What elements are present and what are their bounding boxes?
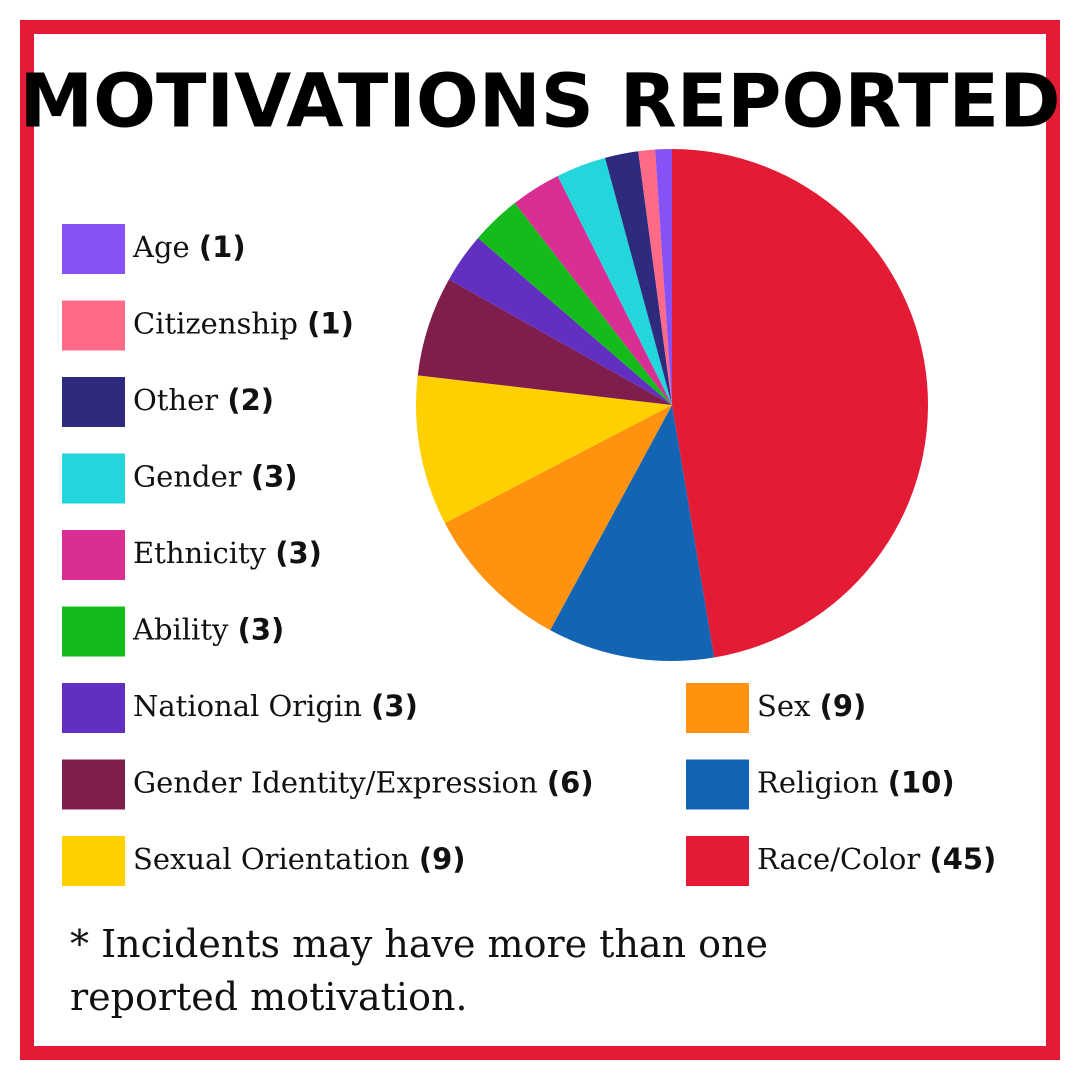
pie-slice bbox=[444, 405, 672, 631]
legend-value: (3) bbox=[275, 536, 322, 570]
legend-swatch bbox=[62, 224, 125, 274]
legend-swatch bbox=[62, 300, 125, 351]
pie-slice bbox=[417, 279, 672, 405]
pie-slice bbox=[415, 375, 672, 524]
legend-label: Gender (3) bbox=[133, 460, 298, 494]
pie-slice bbox=[478, 202, 672, 405]
legend-name: Age bbox=[132, 230, 190, 264]
legend-label: Sex (9) bbox=[757, 689, 866, 723]
pie-slice bbox=[672, 149, 928, 658]
legend-name: Sex bbox=[757, 689, 810, 723]
footnote: * Incidents may have more than one repor… bbox=[70, 922, 768, 1019]
legend-swatch bbox=[62, 530, 125, 580]
legend-name: Gender bbox=[133, 460, 242, 494]
legend-label: Citizenship (1) bbox=[133, 307, 354, 341]
legend-value: (3) bbox=[251, 460, 298, 494]
legend-name: Other bbox=[133, 383, 218, 417]
pie-slice bbox=[605, 151, 672, 405]
legend-swatch bbox=[62, 377, 125, 427]
legend-name: Ability bbox=[132, 613, 229, 647]
legend-name: Race/Color bbox=[757, 842, 920, 876]
legend-name: Ethnicity bbox=[133, 536, 267, 570]
legend-label: Ability (3) bbox=[132, 613, 284, 647]
legend-value: (9) bbox=[820, 689, 867, 723]
legend-name: Citizenship bbox=[133, 307, 298, 341]
pie-slice bbox=[638, 149, 672, 405]
chart-title: MOTIVATIONS REPORTED bbox=[19, 59, 1060, 145]
legend-value: (9) bbox=[419, 842, 466, 876]
legend-swatch bbox=[686, 759, 749, 810]
legend-value: (3) bbox=[371, 689, 418, 723]
legend-label: Ethnicity (3) bbox=[133, 536, 322, 570]
legend-label: Sexual Orientation (9) bbox=[133, 842, 466, 876]
pie-slice bbox=[514, 175, 672, 405]
legend-label: Age (1) bbox=[132, 230, 246, 264]
legend-swatch bbox=[686, 683, 749, 733]
legend-value: (1) bbox=[199, 230, 246, 264]
legend-name: National Origin bbox=[133, 689, 362, 723]
legend-name: Religion bbox=[757, 766, 879, 800]
legend-value: (3) bbox=[238, 613, 285, 647]
legend-value: (45) bbox=[929, 842, 996, 876]
pie-slice bbox=[550, 405, 715, 661]
legend-swatch bbox=[686, 836, 749, 886]
legend-label: Other (2) bbox=[133, 383, 274, 417]
legend-label: National Origin (3) bbox=[133, 689, 418, 723]
pie-slice bbox=[655, 149, 672, 405]
legend-label: Gender Identity/Expression (6) bbox=[133, 766, 594, 800]
legend-name: Gender Identity/Expression bbox=[133, 766, 538, 800]
legend-value: (1) bbox=[307, 307, 354, 341]
legend-value: (2) bbox=[227, 383, 274, 417]
legend-label: Race/Color (45) bbox=[757, 842, 996, 876]
legend-swatch bbox=[62, 453, 125, 504]
pie-slice bbox=[448, 237, 672, 405]
legend-swatch bbox=[62, 759, 125, 810]
legend-swatch bbox=[62, 836, 125, 886]
legend-value: (6) bbox=[547, 766, 594, 800]
pie-slice bbox=[557, 157, 672, 405]
legend-name: Sexual Orientation bbox=[133, 842, 410, 876]
legend-label: Religion (10) bbox=[757, 766, 955, 800]
legend-value: (10) bbox=[888, 766, 955, 800]
legend-swatch bbox=[62, 606, 125, 657]
frame bbox=[20, 20, 1060, 1060]
legend-swatch bbox=[62, 683, 125, 733]
